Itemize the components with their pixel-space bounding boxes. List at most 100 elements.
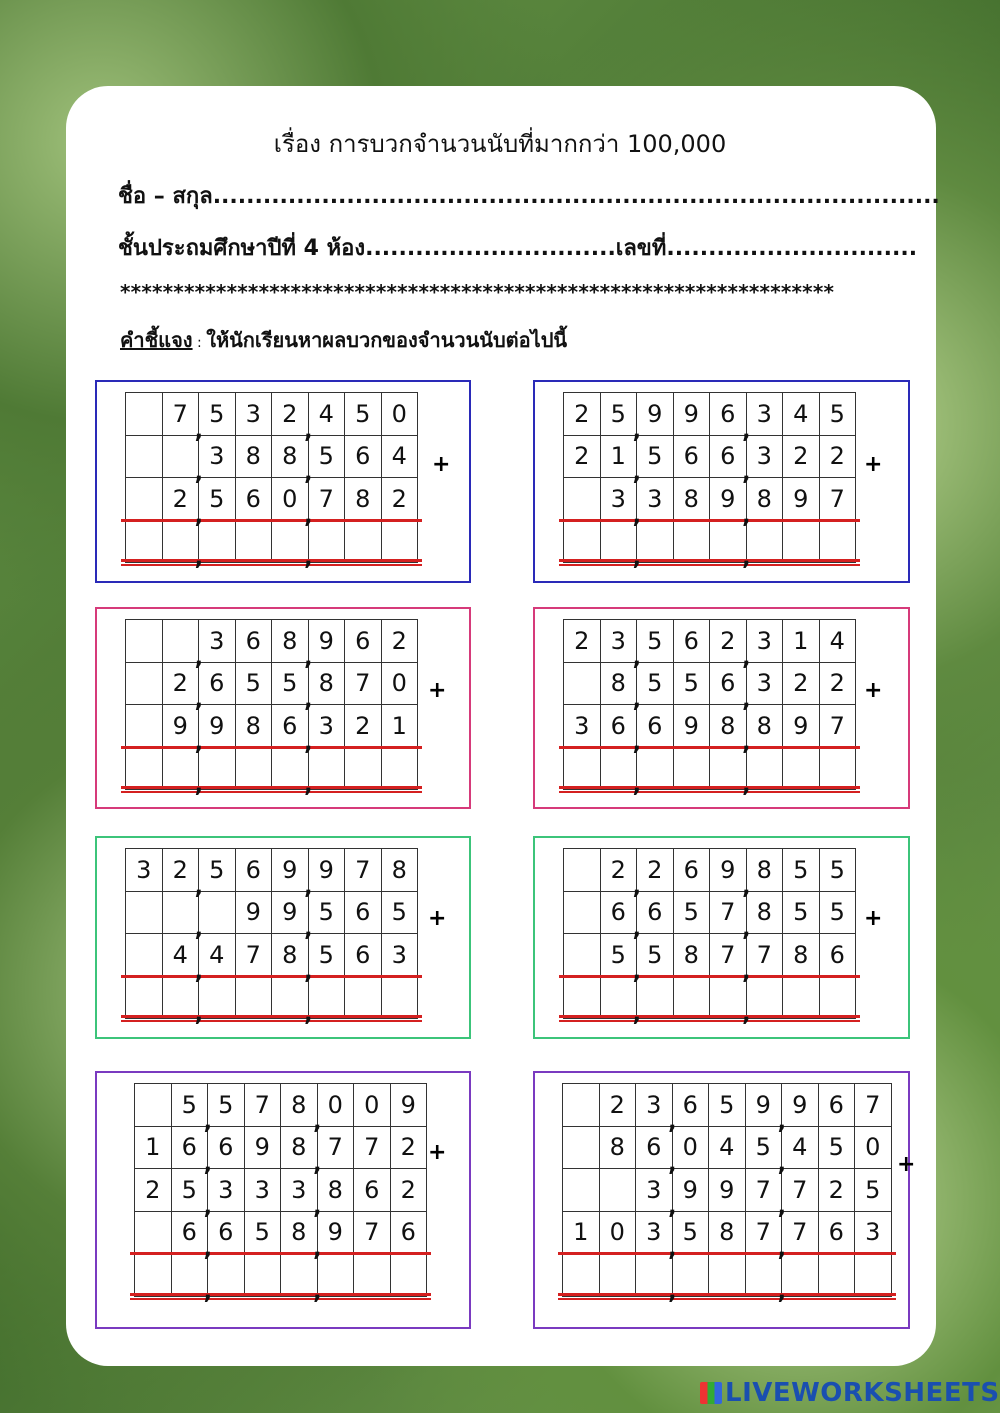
answer-input[interactable] <box>272 520 308 562</box>
answer-cell[interactable] <box>709 1254 746 1297</box>
answer-input[interactable] <box>272 747 308 789</box>
answer-cell[interactable] <box>390 1254 427 1297</box>
answer-input[interactable] <box>564 520 600 562</box>
answer-input[interactable] <box>855 1254 891 1296</box>
answer-input[interactable] <box>672 1254 708 1296</box>
answer-cell[interactable] <box>818 1254 855 1297</box>
answer-cell[interactable] <box>235 976 272 1019</box>
answer-cell[interactable] <box>783 747 820 790</box>
answer-input[interactable] <box>673 520 709 562</box>
answer-input[interactable] <box>600 520 636 562</box>
answer-input[interactable] <box>600 976 636 1018</box>
answer-input[interactable] <box>235 976 271 1018</box>
answer-cell[interactable] <box>783 520 820 563</box>
answer-cell[interactable] <box>819 976 856 1019</box>
answer-input[interactable] <box>199 976 235 1018</box>
answer-input[interactable] <box>244 1254 280 1296</box>
answer-input[interactable] <box>381 976 417 1018</box>
answer-input[interactable] <box>783 976 819 1018</box>
answer-input[interactable] <box>354 1254 390 1296</box>
answer-cell[interactable]: , <box>710 520 751 570</box>
answer-cell[interactable] <box>637 520 674 563</box>
answer-input[interactable] <box>783 747 819 789</box>
answer-input[interactable] <box>745 1254 781 1296</box>
answer-cell[interactable]: , <box>272 976 313 1026</box>
answer-cell[interactable] <box>345 976 382 1019</box>
answer-cell[interactable] <box>564 520 601 563</box>
answer-cell[interactable] <box>199 747 236 790</box>
answer-input[interactable] <box>171 1254 207 1296</box>
answer-cell[interactable] <box>673 520 710 563</box>
answer-cell[interactable]: , <box>162 520 203 570</box>
answer-input[interactable] <box>636 1254 672 1296</box>
answer-cell[interactable]: , <box>600 520 641 570</box>
answer-cell[interactable]: , <box>171 1254 212 1303</box>
answer-cell[interactable] <box>208 1254 245 1297</box>
answer-cell[interactable] <box>564 747 601 790</box>
answer-input[interactable] <box>818 1254 854 1296</box>
answer-cell[interactable] <box>673 976 710 1019</box>
answer-cell[interactable] <box>381 747 418 790</box>
answer-input[interactable] <box>783 520 819 562</box>
answer-input[interactable] <box>345 976 381 1018</box>
answer-input[interactable] <box>126 747 162 789</box>
answer-cell[interactable] <box>564 976 601 1019</box>
answer-cell[interactable] <box>637 747 674 790</box>
answer-cell[interactable] <box>637 976 674 1019</box>
answer-input[interactable] <box>162 976 198 1018</box>
answer-input[interactable] <box>126 976 162 1018</box>
answer-input[interactable] <box>381 747 417 789</box>
answer-input[interactable] <box>235 747 271 789</box>
answer-input[interactable] <box>710 520 746 562</box>
answer-cell[interactable]: , <box>710 747 751 797</box>
answer-cell[interactable] <box>381 520 418 563</box>
answer-cell[interactable] <box>317 1254 354 1297</box>
answer-input[interactable] <box>637 520 673 562</box>
answer-input[interactable] <box>235 520 271 562</box>
answer-input[interactable] <box>564 976 600 1018</box>
answer-cell[interactable]: , <box>600 976 641 1026</box>
answer-cell[interactable] <box>819 520 856 563</box>
answer-cell[interactable] <box>746 520 783 563</box>
answer-input[interactable] <box>637 976 673 1018</box>
answer-cell[interactable] <box>235 520 272 563</box>
answer-cell[interactable] <box>199 520 236 563</box>
answer-input[interactable] <box>381 520 417 562</box>
answer-input[interactable] <box>599 1254 635 1296</box>
answer-cell[interactable] <box>563 1254 600 1297</box>
answer-input[interactable] <box>782 1254 818 1296</box>
answer-input[interactable] <box>746 520 782 562</box>
answer-input[interactable] <box>564 747 600 789</box>
answer-input[interactable] <box>126 520 162 562</box>
answer-cell[interactable] <box>782 1254 819 1297</box>
answer-input[interactable] <box>819 976 855 1018</box>
answer-input[interactable] <box>746 976 782 1018</box>
answer-cell[interactable] <box>126 520 163 563</box>
answer-cell[interactable] <box>308 747 345 790</box>
answer-cell[interactable] <box>599 1254 636 1297</box>
answer-cell[interactable] <box>345 747 382 790</box>
answer-input[interactable] <box>272 976 308 1018</box>
answer-input[interactable] <box>317 1254 353 1296</box>
answer-cell[interactable] <box>673 747 710 790</box>
answer-input[interactable] <box>345 520 381 562</box>
answer-input[interactable] <box>390 1254 426 1296</box>
answer-cell[interactable] <box>855 1254 892 1297</box>
answer-cell[interactable] <box>672 1254 709 1297</box>
answer-input[interactable] <box>199 747 235 789</box>
answer-cell[interactable]: , <box>636 1254 677 1303</box>
answer-cell[interactable] <box>235 747 272 790</box>
answer-input[interactable] <box>673 747 709 789</box>
answer-cell[interactable] <box>199 976 236 1019</box>
answer-cell[interactable]: , <box>272 520 313 570</box>
answer-input[interactable] <box>819 747 855 789</box>
answer-cell[interactable] <box>819 747 856 790</box>
answer-input[interactable] <box>162 520 198 562</box>
answer-cell[interactable] <box>783 976 820 1019</box>
answer-input[interactable] <box>208 1254 244 1296</box>
answer-input[interactable] <box>673 976 709 1018</box>
answer-cell[interactable] <box>126 747 163 790</box>
answer-cell[interactable] <box>244 1254 281 1297</box>
answer-input[interactable] <box>281 1254 317 1296</box>
answer-cell[interactable] <box>308 520 345 563</box>
